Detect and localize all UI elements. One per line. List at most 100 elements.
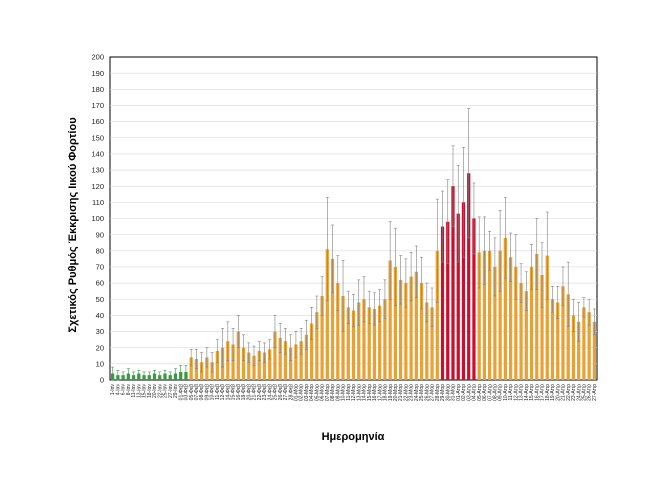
x-tick-label: 15-Ιαν <box>142 384 148 399</box>
error-bar <box>420 256 424 310</box>
x-tick-label: 26-Απρ <box>587 384 593 401</box>
bar <box>205 357 209 380</box>
error-bar <box>200 352 204 373</box>
y-axis-ticks: 0 10 20 30 40 50 60 70 80 90 100 110 120 130 140 150 160… <box>91 53 104 385</box>
x-tick-label: 19-Μαρ <box>388 384 394 401</box>
error-bar <box>263 342 266 363</box>
x-tick-label: 08-Απρ <box>492 384 498 401</box>
x-tick-label: 29-Ιαν <box>173 384 179 399</box>
error-bar <box>236 315 240 349</box>
x-tick-label: 24-Φεβ <box>267 384 273 400</box>
y-tick-label: 80 <box>96 246 104 255</box>
x-tick-label: 17-Απρ <box>540 384 546 401</box>
x-tick-label: 6-Ιαν <box>121 384 127 396</box>
y-tick-label: 70 <box>96 263 104 272</box>
y-tick-label: 180 <box>91 85 104 94</box>
error-bar <box>111 366 115 381</box>
y-tick-label: 150 <box>91 133 104 142</box>
error-bar <box>441 190 444 263</box>
error-bar <box>179 365 183 379</box>
error-bar <box>320 276 324 316</box>
x-tick-label: 13-Μαρ <box>356 384 362 401</box>
y-tick-label: 170 <box>91 101 104 110</box>
x-tick-label: 20-Απρ <box>555 384 561 401</box>
y-tick-label: 160 <box>91 117 104 126</box>
error-bar <box>252 345 256 366</box>
error-bar <box>278 323 282 353</box>
error-bar <box>357 279 361 326</box>
bar <box>430 307 434 380</box>
error-bar <box>566 261 570 328</box>
x-tick-label: 01-Μαρ <box>293 384 299 401</box>
bar <box>414 271 418 380</box>
error-bar <box>472 182 476 255</box>
bar <box>320 296 324 380</box>
bar <box>304 334 308 380</box>
x-tick-label: 12-Φεβ <box>220 384 226 400</box>
error-bar <box>121 371 125 379</box>
error-bar <box>425 282 429 323</box>
x-tick-label: 17-Μαρ <box>377 384 383 401</box>
y-tick-label: 40 <box>96 311 104 320</box>
error-bar <box>215 339 219 363</box>
error-bar <box>514 234 518 300</box>
bar <box>262 352 267 380</box>
error-bar <box>153 370 156 378</box>
bar <box>577 321 581 380</box>
error-bar <box>372 292 376 326</box>
x-tick-label: 07-Φεβ <box>194 384 200 400</box>
bar <box>467 173 471 380</box>
x-tick-label: 11-Ιαν <box>131 384 137 398</box>
error-bar <box>268 339 272 360</box>
y-tick-label: 200 <box>91 53 104 62</box>
x-tick-label: 15-Μαρ <box>367 384 373 401</box>
bar <box>367 307 371 380</box>
error-bar <box>325 197 329 302</box>
x-tick-label: 14-Φεβ <box>225 384 231 400</box>
x-tick-label: 16-Απρ <box>534 384 540 401</box>
error-bar <box>545 211 549 300</box>
error-bar <box>498 210 502 292</box>
x-tick-label: 11-Μαρ <box>346 384 352 401</box>
error-bar <box>592 308 596 336</box>
x-tick-label: 09-Απρ <box>498 384 504 401</box>
x-tick-label: 26-Μαρ <box>424 384 430 401</box>
bar <box>451 186 455 380</box>
x-tick-label: 18-Φεβ <box>241 384 247 400</box>
x-tick-label: 22-Απρ <box>566 384 572 401</box>
bar <box>231 344 235 380</box>
x-axis-label: Ημερομηνία <box>322 431 385 443</box>
x-tick-label: 05-Μαρ <box>314 384 320 401</box>
bar <box>482 250 487 380</box>
bar <box>529 266 534 380</box>
x-tick-label: 21-Μαρ <box>398 384 404 401</box>
error-bar <box>116 370 120 381</box>
bar <box>571 315 576 380</box>
x-tick-label: 22-Ιαν <box>157 384 163 399</box>
bar <box>582 307 586 380</box>
x-tick-label: 03-Μαρ <box>304 384 310 401</box>
bar <box>346 307 350 380</box>
x-tick-label: 22-Φεβ <box>257 384 263 400</box>
error-bar <box>126 368 130 379</box>
x-tick-label: 08-Φεβ <box>199 384 205 400</box>
bar <box>330 258 335 380</box>
x-tick-label: 03-Απρ <box>466 384 472 401</box>
bar <box>556 302 560 380</box>
error-bar <box>577 302 581 342</box>
y-tick-label: 50 <box>96 295 104 304</box>
x-tick-label: 06-Μαρ <box>320 384 326 401</box>
x-tick-label: 01-Φεβ <box>178 384 184 400</box>
x-tick-label: 27-Απρ <box>592 384 598 401</box>
bar <box>388 260 392 380</box>
y-axis-label: Σχετικός Ρυθμός Έκκρισης Ιικού Φορτίου <box>67 117 79 332</box>
y-tick-label: 10 <box>96 359 104 368</box>
error-bar <box>393 227 397 307</box>
bar <box>409 276 413 380</box>
error-bar <box>378 289 382 323</box>
error-bar <box>524 271 528 311</box>
bar <box>309 323 314 380</box>
bar <box>535 254 539 380</box>
x-tick-label: 24-Απρ <box>576 384 582 401</box>
x-tick-label: 26-Φεβ <box>278 384 284 400</box>
